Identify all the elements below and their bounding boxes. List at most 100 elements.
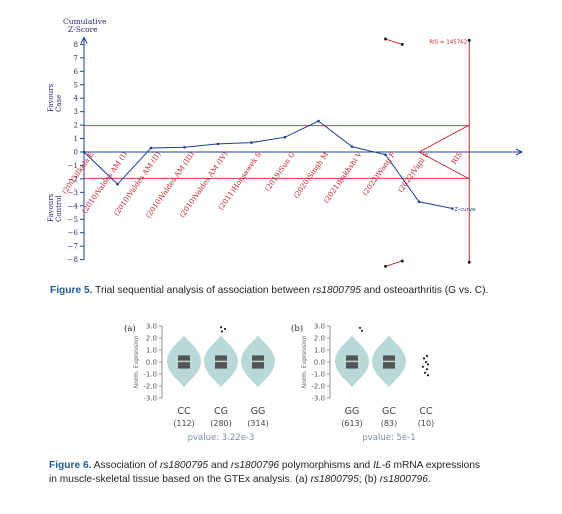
z-curve-point <box>317 119 320 123</box>
violin-y-tick-label: 2.0 <box>146 335 157 343</box>
z-curve-point <box>417 200 421 204</box>
y-tick-label: −4 <box>68 202 79 210</box>
z-curve-point <box>183 145 186 149</box>
violin-y-tick-label: 3.0 <box>314 323 325 331</box>
figure6-gene: IL-6 <box>373 460 391 471</box>
violin-count-label: (280) <box>210 419 232 428</box>
z-curve-legend: Z-curve <box>455 207 477 213</box>
boundary-point <box>384 264 387 268</box>
favours-case-label-2: Case <box>55 95 63 112</box>
z-curve-line <box>83 120 453 209</box>
ris-point <box>467 260 471 264</box>
tsa-x-labels: (2005)Ikala E(2010)Valdes AM (I)(2010)Va… <box>60 149 464 219</box>
outlier-point <box>425 368 429 371</box>
ris-label: RIS = 145762 <box>429 39 467 45</box>
violin-y-tick-label: -2.0 <box>143 383 157 391</box>
futility-lower <box>418 151 470 180</box>
y-tick-label: −8 <box>68 256 78 264</box>
z-curve-point <box>451 207 454 210</box>
z-curve-point <box>149 146 153 150</box>
tsa-lines: RIS = 145762 Z-curve <box>82 37 477 268</box>
violin-category-label: GG <box>251 406 266 417</box>
ris-point <box>467 38 471 42</box>
violin-category-label: GG <box>345 406 360 417</box>
figure6-snp-1: rs1800795 <box>160 460 209 471</box>
futility-upper <box>418 124 470 153</box>
y-tick-label: 6 <box>74 68 79 76</box>
figure6-caption: Figure 6. Association of rs1800795 and r… <box>49 459 539 487</box>
x-category-label: (2022)Wang F <box>360 150 397 197</box>
violin-y-tick-label: -3.0 <box>143 395 157 403</box>
figure6-text-6: ; (b) <box>358 474 377 485</box>
violin-y-tick-label: 2.0 <box>314 335 325 343</box>
monitoring-boundary <box>385 260 403 267</box>
boundary-point <box>400 259 404 263</box>
outlier-point <box>424 360 428 364</box>
figure6-text-2: and <box>211 460 229 471</box>
panel-label: (b) <box>291 323 303 334</box>
y-axis-label-line2: Z-Score <box>68 25 98 34</box>
figure6-snp-2: rs1800796 <box>230 460 280 471</box>
x-category-label: (2019)Sun G <box>263 150 297 193</box>
violin-y-tick-label: 0.0 <box>314 359 325 367</box>
z-curve-point <box>384 153 387 156</box>
x-axis-arrow <box>515 148 524 156</box>
z-curve-point <box>283 135 287 139</box>
outlier-point <box>422 357 426 360</box>
outlier-point <box>425 354 429 358</box>
y-tick-label: 3 <box>74 108 78 116</box>
boundary-point <box>384 37 387 41</box>
figure6-text-1: Association of <box>93 460 158 471</box>
y-tick-label: −3 <box>68 189 78 197</box>
z-curve-point <box>116 182 119 186</box>
violin-y-label: Norm. Expression <box>301 335 308 388</box>
panel-label: (a) <box>124 323 136 334</box>
y-tick-label: 0 <box>74 149 78 157</box>
violin-count-label: (112) <box>173 419 195 428</box>
violin-y-tick-label: 0.0 <box>146 359 157 367</box>
violin-y-label: Norm. Expression <box>133 335 140 388</box>
y-axis-label-line1: Cumulative <box>63 17 107 26</box>
x-category-label: (2022)Vigil S <box>396 150 431 194</box>
violin-category-label: CG <box>214 406 228 417</box>
violin-y-tick-label: -2.0 <box>311 383 325 391</box>
z-curve-point <box>216 142 220 146</box>
y-tick-label: 2 <box>74 122 78 130</box>
y-axis-arrow <box>80 36 88 44</box>
violin-category-label: CC <box>177 406 191 417</box>
y-tick-label: 1 <box>74 135 78 143</box>
y-tick-label: 5 <box>74 81 78 89</box>
figure5-label: Figure 5. <box>50 285 93 296</box>
boundary-point <box>400 42 404 46</box>
z-curve-point <box>250 141 253 144</box>
y-tick-label: −7 <box>68 243 78 251</box>
figure6-snp-4: rs1800796 <box>379 474 428 485</box>
violin-y-tick-label: 1.0 <box>146 347 157 355</box>
figure5-snp: rs1800795 <box>312 285 361 296</box>
figure6-text-5: in muscle-skeletal tissue based on the G… <box>49 474 308 485</box>
violin-count-label: (10) <box>418 419 434 428</box>
tsa-chart: Cumulative Z-Score Favours Control 8 7 6 5 4… <box>47 17 524 268</box>
z-curve-point <box>82 150 86 154</box>
monitoring-boundary <box>385 38 403 45</box>
figure6-text-3: polymorphisms and <box>281 460 371 471</box>
figure5-text-b: and osteoarthritis (G vs. C). <box>363 285 489 296</box>
favours-case-label-1: Favours <box>47 83 55 112</box>
outlier-point <box>219 326 223 329</box>
figure6-label: Figure 6. <box>49 460 92 471</box>
outlier-point <box>426 374 430 377</box>
figure6-text-4: mRNA expressions <box>393 460 481 471</box>
violin-category-label: GC <box>382 406 396 417</box>
outlier-point <box>358 326 362 329</box>
figure5-caption: Figure 5. Trial sequential analysis of a… <box>50 284 540 298</box>
outlier-point <box>426 363 430 366</box>
y-tick-label: −5 <box>68 216 78 224</box>
outlier-point <box>421 365 425 368</box>
figure5-text-a: Trial sequential analysis of association… <box>95 285 310 296</box>
pvalue-label: pvalue: 3.22e-3 <box>188 433 255 443</box>
figure6-snp-3: rs1800795 <box>310 474 359 485</box>
violin-y-tick-label: 1.0 <box>314 347 325 355</box>
